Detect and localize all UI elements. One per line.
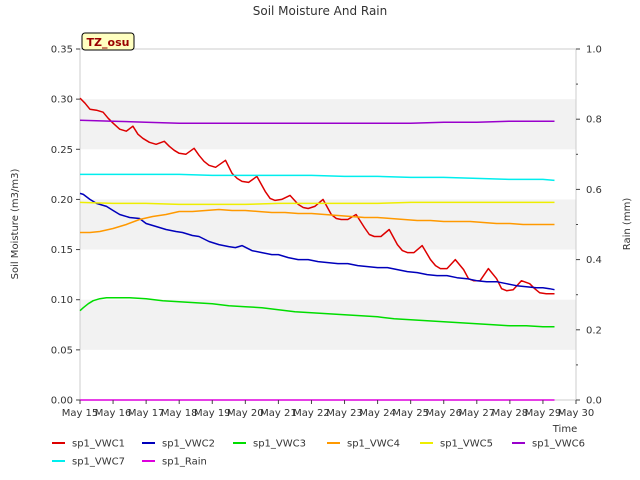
legend-item: sp1_VWC4 xyxy=(327,439,400,450)
y2-tick-label: 1.0 xyxy=(586,45,602,56)
legend-item: sp1_VWC3 xyxy=(233,439,306,450)
x-tick-label: May 28 xyxy=(492,408,529,419)
grid-band xyxy=(80,99,576,150)
x-tick-label: May 17 xyxy=(128,408,165,419)
x-tick-label: May 20 xyxy=(227,408,264,419)
series-lines xyxy=(79,97,555,401)
y2-tick-label: 0.6 xyxy=(586,185,602,196)
y2-tick-label: 0.2 xyxy=(586,325,602,336)
y-axis-ticks: 0.00 0.05 0.10 0.15 0.20 0.25 0.30 0.35 xyxy=(51,45,80,407)
y-tick-label: 0.25 xyxy=(51,145,73,156)
series-line-sp1-vwc5 xyxy=(79,201,555,206)
legend-item: sp1_Rain xyxy=(142,457,207,468)
legend-item: sp1_VWC5 xyxy=(420,439,493,450)
y2-tick-label: 0.8 xyxy=(586,115,602,126)
y2-axis-ticks: 0.0 0.2 0.4 0.6 0.8 1.0 xyxy=(576,45,602,407)
series-line-sp1-vwc3 xyxy=(79,296,555,328)
series-line-sp1-vwc7 xyxy=(80,173,555,182)
x-tick-label: May 23 xyxy=(326,408,363,419)
x-tick-label: May 24 xyxy=(359,408,396,419)
x-axis-label: Time xyxy=(552,424,577,435)
site-badge-label: TZ_osu xyxy=(87,36,130,49)
site-badge-box xyxy=(81,32,135,51)
x-tick-label: May 27 xyxy=(459,408,496,419)
series-line-sp1-vwc6 xyxy=(79,119,555,124)
legend-label: sp1_VWC3 xyxy=(253,439,306,450)
legend-item: sp1_VWC7 xyxy=(52,457,125,468)
legend-label: sp1_VWC7 xyxy=(72,457,125,468)
y-tick-label: 0.15 xyxy=(51,245,73,256)
legend-label: sp1_VWC6 xyxy=(532,439,585,450)
legend-item: sp1_VWC6 xyxy=(512,439,585,450)
y-axis-label: Soil Moisture (m3/m3) xyxy=(10,169,21,280)
y2-axis-label: Rain (mm) xyxy=(622,198,633,251)
x-tick-label: May 30 xyxy=(558,408,595,419)
site-badge: TZ_osu xyxy=(81,32,135,51)
series-line-sp1-vwc4 xyxy=(80,208,555,234)
y-tick-label: 0.10 xyxy=(51,295,73,306)
x-tick-label: May 21 xyxy=(260,408,297,419)
y-tick-label: 0.00 xyxy=(51,396,73,407)
legend-item: sp1_VWC1 xyxy=(52,439,125,450)
series-line-sp1-vwc2 xyxy=(79,192,555,291)
y2-tick-label: 0.0 xyxy=(586,396,602,407)
legend-label: sp1_VWC4 xyxy=(347,439,400,450)
grid-bands xyxy=(80,99,576,350)
x-tick-label: May 29 xyxy=(525,408,562,419)
legend-label: sp1_Rain xyxy=(162,457,207,468)
x-tick-label: May 26 xyxy=(425,408,462,419)
y-tick-label: 0.30 xyxy=(51,95,73,106)
x-tick-label: May 19 xyxy=(194,408,231,419)
x-tick-label: May 18 xyxy=(161,408,198,419)
x-tick-label: May 16 xyxy=(95,408,132,419)
x-tick-label: May 15 xyxy=(62,408,99,419)
x-tick-label: May 25 xyxy=(392,408,429,419)
legend-label: sp1_VWC2 xyxy=(162,439,215,450)
x-tick-label: May 22 xyxy=(293,408,330,419)
legend: sp1_VWC1 sp1_VWC2 sp1_VWC3 sp1_VWC4 sp1_VWC5… xyxy=(52,439,585,468)
legend-item: sp1_VWC2 xyxy=(142,439,215,450)
y2-tick-label: 0.4 xyxy=(586,255,602,266)
y-tick-label: 0.05 xyxy=(51,345,73,356)
chart-title: Soil Moisture And Rain xyxy=(253,4,388,18)
legend-label: sp1_VWC1 xyxy=(72,439,125,450)
y-tick-label: 0.35 xyxy=(51,45,73,56)
legend-label: sp1_VWC5 xyxy=(440,439,493,450)
y-tick-label: 0.20 xyxy=(51,195,73,206)
